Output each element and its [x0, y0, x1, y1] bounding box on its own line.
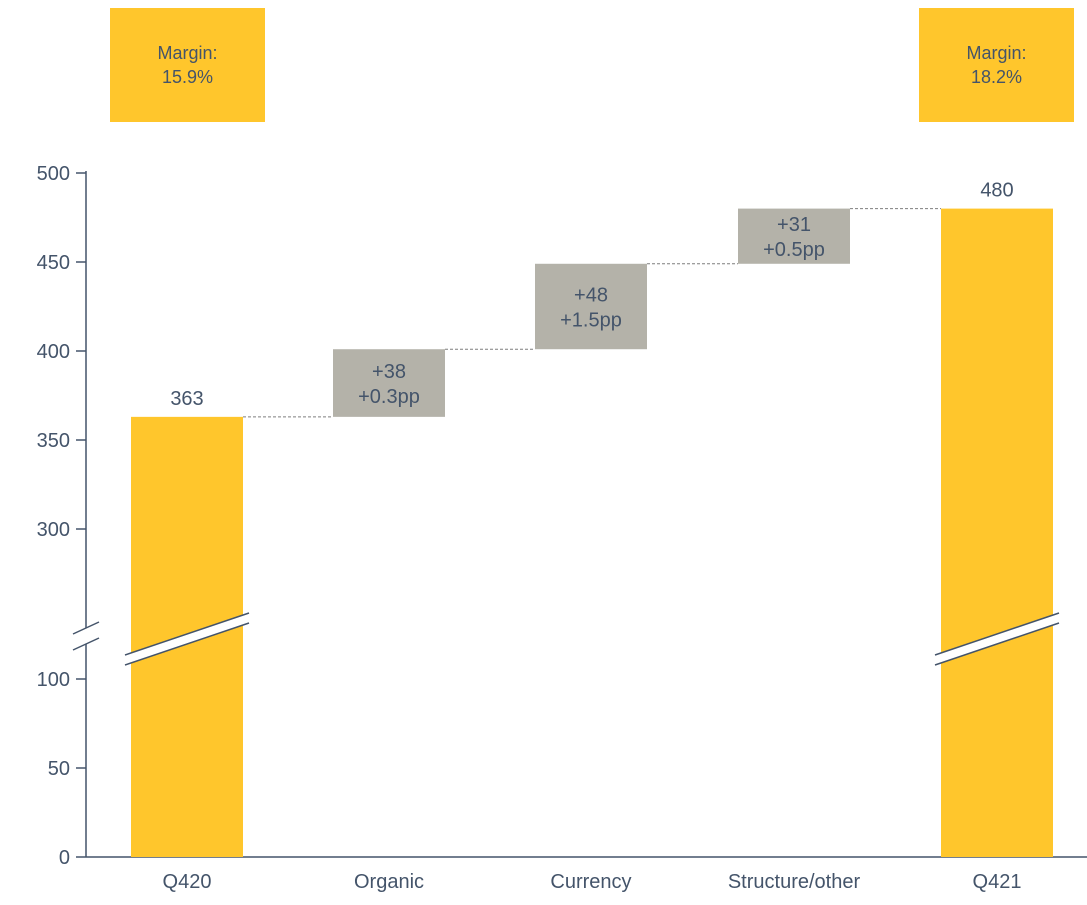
margin-box-q421: Margin: 18.2% — [919, 8, 1074, 122]
y-tick-label: 500 — [37, 163, 70, 185]
x-category-label: Structure/other — [728, 871, 861, 893]
y-tick-label: 50 — [48, 758, 70, 780]
margin-box-q421-value: 18.2% — [970, 67, 1023, 87]
bar-break-gap — [933, 613, 1061, 665]
bar-break-line — [934, 612, 1060, 656]
y-axis-break-mark — [72, 637, 100, 651]
y-tick-label: 300 — [37, 519, 70, 541]
bar-organic — [333, 349, 445, 417]
margin-box-q420-title: Margin: — [157, 43, 218, 63]
value-label: 480 — [980, 180, 1013, 202]
y-tick-label: 400 — [37, 341, 70, 363]
x-category-label: Q420 — [163, 871, 212, 893]
bar-q421 — [941, 208, 1053, 858]
delta-label: +31 — [777, 214, 811, 236]
margin-box-q420-value: 15.9% — [161, 67, 214, 87]
bar-break-gap — [123, 613, 251, 665]
y-axis-break-mark — [72, 621, 100, 635]
bar-structure-other — [738, 208, 850, 264]
margin-delta-label: +0.3pp — [358, 386, 420, 408]
y-tick-label: 100 — [37, 669, 70, 691]
bar-break-line — [934, 622, 1060, 666]
margin-box-q420: Margin: 15.9% — [110, 8, 265, 122]
margin-box-q421-title: Margin: — [966, 43, 1027, 63]
y-tick-label: 0 — [59, 847, 70, 869]
bar-break-line — [124, 622, 250, 666]
y-tick-label: 350 — [37, 430, 70, 452]
margin-delta-label: +1.5pp — [560, 310, 622, 332]
bar-currency — [535, 263, 647, 350]
bar-break-line — [124, 612, 250, 656]
margin-delta-label: +0.5pp — [763, 239, 825, 261]
x-category-label: Q421 — [973, 871, 1022, 893]
x-category-label: Organic — [354, 871, 424, 893]
delta-label: +48 — [574, 285, 608, 307]
x-category-label: Currency — [550, 871, 631, 893]
value-label: 363 — [170, 388, 203, 410]
delta-label: +38 — [372, 361, 406, 383]
y-tick-label: 450 — [37, 252, 70, 274]
